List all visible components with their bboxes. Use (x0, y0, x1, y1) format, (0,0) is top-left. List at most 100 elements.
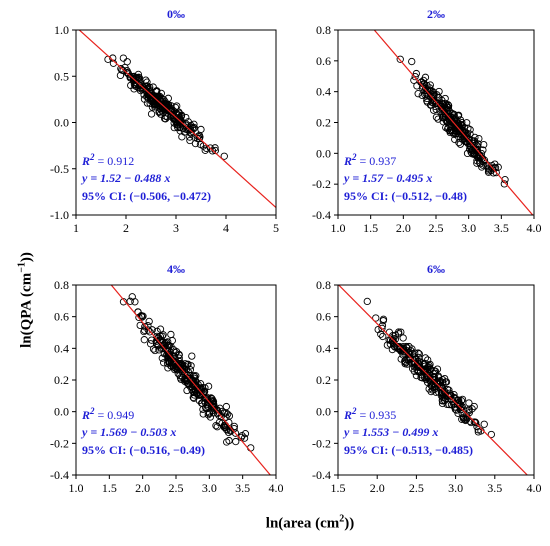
data-point (201, 146, 209, 154)
data-point (444, 106, 452, 114)
data-point (421, 91, 429, 99)
data-point (204, 398, 212, 406)
y-tick-label: 0.4 (316, 85, 331, 99)
fit-line (110, 285, 272, 475)
data-point (134, 75, 143, 83)
panel-title: 4‰ (167, 262, 185, 276)
data-point (487, 430, 495, 439)
regression-equation: y = 1.553 − 0.499 x (342, 425, 438, 439)
data-point (475, 134, 483, 143)
data-point (388, 336, 397, 344)
data-point (186, 374, 194, 382)
x-axis-label: ln(area (cm2)) (266, 514, 354, 533)
y-tick-label: 0.0 (54, 116, 69, 130)
data-point (197, 125, 205, 134)
data-point (139, 312, 147, 320)
data-point (168, 105, 176, 113)
y-tick-label: -0.4 (312, 468, 331, 482)
data-point (232, 437, 240, 446)
x-tick-label: 5 (273, 221, 279, 235)
data-point (119, 54, 128, 62)
data-point (175, 117, 183, 126)
panel-4: 1.5 2.0 2.5 3.0 3.5 4.0 -0.4 -0.2 0.0 0.2 0.4 0.6 0.… (312, 262, 542, 495)
r-squared-label: R2 = 0.949 (81, 406, 134, 422)
data-point (199, 405, 207, 414)
scatter-points (119, 293, 255, 452)
data-point (468, 146, 476, 155)
data-point (223, 410, 232, 418)
data-point (156, 104, 164, 112)
data-point (423, 98, 432, 106)
x-tick-label: 4.0 (269, 481, 284, 495)
x-tick-label: 3.0 (448, 481, 463, 495)
data-point (130, 85, 138, 93)
data-point (140, 327, 148, 336)
x-tick-label: 2.5 (409, 481, 424, 495)
x-tick-label: 2.5 (429, 221, 444, 235)
data-point (438, 384, 447, 393)
x-axis-label-sup: 2 (339, 513, 345, 525)
data-point (424, 356, 432, 364)
x-tick-label: 3.5 (235, 481, 250, 495)
data-point (124, 70, 133, 78)
y-tick-label: 0.2 (316, 116, 331, 130)
data-point (222, 425, 230, 433)
data-point (491, 160, 499, 168)
x-tick-label: 3 (173, 221, 179, 235)
data-point (414, 90, 422, 98)
data-point (167, 330, 175, 339)
data-point (196, 133, 204, 141)
data-point (188, 352, 196, 360)
data-point (492, 168, 500, 177)
data-point (400, 347, 408, 355)
data-point (119, 298, 128, 306)
data-point (152, 87, 160, 96)
data-point (379, 332, 387, 341)
y-tick-label: 0.2 (54, 373, 69, 387)
x-axis-label-main: ln(area (cm (265, 515, 340, 532)
x-tick-label: 4 (223, 221, 229, 235)
data-point (147, 110, 156, 118)
confidence-interval: 95% CI: (−0.512, −0.48) (344, 189, 467, 203)
data-point (171, 349, 180, 357)
data-point (419, 367, 427, 375)
data-point (465, 399, 473, 407)
x-tick-label: 3.0 (461, 221, 476, 235)
data-point (215, 411, 223, 420)
x-tick-label: 4.0 (527, 481, 542, 495)
y-tick-label: 0.6 (54, 310, 69, 324)
data-point (135, 313, 143, 322)
data-point (186, 125, 194, 133)
data-point (411, 72, 419, 81)
x-tick-label: 1.5 (363, 221, 378, 235)
y-tick-label: -0.5 (50, 162, 69, 176)
panel-title: 6‰ (427, 262, 445, 276)
panel-2: 1.0 1.5 2.0 2.5 3.0 3.5 4.0 -0.4 -0.2 0.0 0.2 0.4 0.… (312, 7, 542, 235)
data-point (192, 389, 200, 397)
data-point (476, 151, 484, 159)
data-point (424, 378, 432, 387)
data-point (473, 422, 481, 431)
data-point (191, 139, 200, 148)
r-squared-label: R2 = 0.937 (343, 152, 396, 168)
data-point (160, 359, 168, 367)
panel-title: 2‰ (427, 7, 445, 21)
data-point (123, 58, 131, 66)
data-point (431, 367, 440, 375)
x-tick-label: 3.0 (202, 481, 217, 495)
y-axis-label-sup: −1 (16, 262, 28, 273)
fit-line (338, 285, 529, 475)
data-point (158, 354, 166, 362)
data-point (204, 411, 212, 419)
panel-3: 1.0 1.5 2.0 2.5 3.0 3.5 4.0 -0.4 -0.2 0.0 0.2 0.4 0.… (50, 262, 284, 495)
data-point (201, 384, 209, 392)
data-point (180, 128, 189, 136)
data-point (149, 345, 158, 353)
y-tick-label: 1.0 (54, 23, 69, 37)
y-tick-label: 0.0 (316, 405, 331, 419)
data-point (482, 161, 490, 169)
data-point (457, 397, 466, 405)
scatter-points (104, 54, 228, 160)
data-point (462, 411, 471, 419)
data-point (141, 323, 149, 331)
